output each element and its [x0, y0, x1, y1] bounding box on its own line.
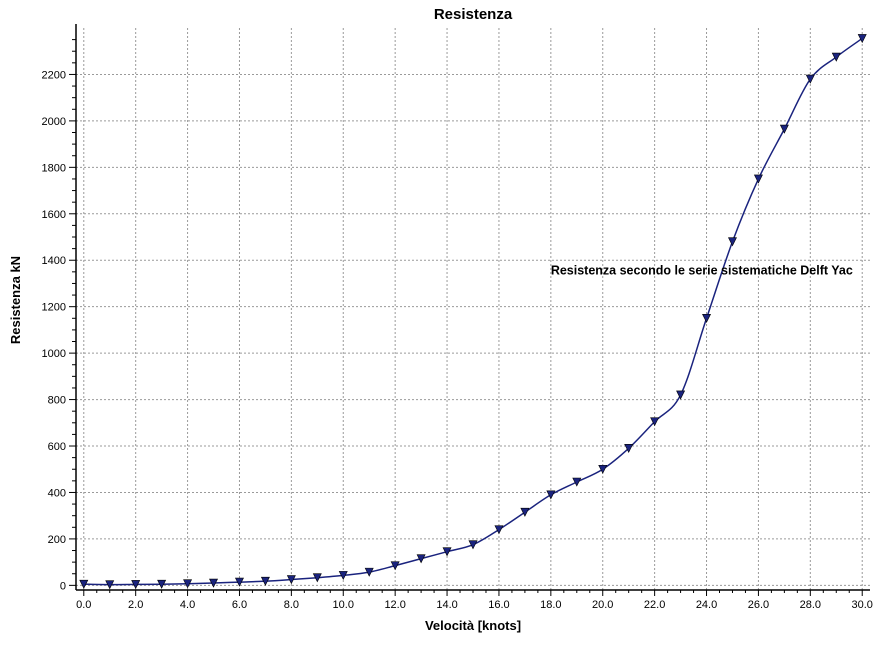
y-tick-label: 400	[48, 487, 66, 499]
data-point	[650, 417, 660, 427]
y-tick-label: 1400	[42, 255, 66, 267]
series-layer	[79, 34, 867, 590]
data-point	[468, 540, 478, 550]
x-tick-label: 10.0	[333, 599, 354, 611]
data-point	[572, 477, 582, 487]
data-point	[805, 74, 815, 84]
grid	[76, 28, 870, 590]
data-point	[442, 547, 452, 557]
data-point	[546, 490, 556, 500]
x-tick-label: 16.0	[488, 599, 509, 611]
data-point	[234, 577, 244, 587]
data-point	[598, 464, 608, 474]
data-point	[676, 390, 686, 400]
chart-title: Resistenza	[434, 6, 513, 23]
data-point	[624, 444, 634, 454]
data-point	[416, 554, 426, 564]
y-tick-label: 2000	[42, 116, 66, 128]
y-tick-label: 2200	[42, 69, 66, 81]
data-point	[338, 571, 348, 581]
x-tick-label: 12.0	[384, 599, 405, 611]
data-point	[364, 567, 374, 577]
series-line	[83, 37, 863, 586]
axes: 0.0 2.0 4.0 6.0 8.0 10.0 12.0 14.0 16.0 18.0 20.0 2…	[42, 24, 873, 611]
data-point	[390, 561, 400, 571]
data-point	[702, 313, 712, 323]
data-point	[857, 34, 867, 44]
data-point	[157, 579, 167, 589]
data-point	[312, 573, 322, 583]
y-tick-label: 600	[48, 441, 66, 453]
x-tick-label: 8.0	[284, 599, 299, 611]
data-point	[79, 579, 89, 589]
x-tick-label: 28.0	[800, 599, 821, 611]
data-point	[183, 579, 193, 589]
y-tick-label: 0	[60, 580, 66, 592]
y-tick-label: 800	[48, 395, 66, 407]
data-point	[286, 575, 296, 585]
data-point	[260, 576, 270, 586]
x-tick-label: 14.0	[436, 599, 457, 611]
y-tick-label: 1800	[42, 162, 66, 174]
data-point	[779, 124, 789, 134]
x-tick-label: 6.0	[232, 599, 247, 611]
y-tick-label: 1200	[42, 302, 66, 314]
y-tick-label: 1000	[42, 348, 66, 360]
x-tick-label: 0.0	[76, 599, 91, 611]
y-tick-label: 1600	[42, 209, 66, 221]
data-point	[831, 52, 841, 62]
data-point	[520, 507, 530, 517]
y-axis-title: Resistenza kN	[8, 256, 23, 344]
x-tick-label: 18.0	[540, 599, 561, 611]
data-point	[209, 578, 219, 588]
x-tick-label: 20.0	[592, 599, 613, 611]
data-point	[131, 580, 141, 590]
x-tick-label: 26.0	[748, 599, 769, 611]
x-tick-label: 22.0	[644, 599, 665, 611]
x-tick-label: 2.0	[128, 599, 143, 611]
chart-annotation: Resistenza secondo le serie sistematiche…	[551, 264, 853, 278]
data-point	[753, 174, 763, 184]
data-point	[494, 525, 504, 535]
x-tick-label: 30.0	[852, 599, 873, 611]
data-point	[105, 580, 115, 590]
data-point	[727, 237, 737, 247]
x-tick-label: 24.0	[696, 599, 717, 611]
x-axis-title: Velocità [knots]	[425, 618, 521, 633]
y-tick-label: 200	[48, 534, 66, 546]
x-tick-label: 4.0	[180, 599, 195, 611]
